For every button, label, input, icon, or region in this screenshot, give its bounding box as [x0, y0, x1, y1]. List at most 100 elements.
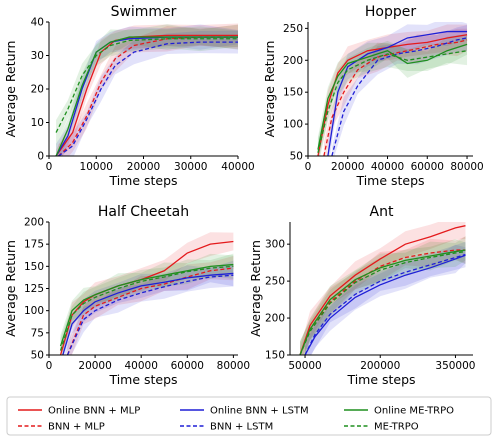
y-tick-label: 150	[283, 87, 303, 99]
band-1	[67, 256, 234, 355]
y-tick-label: 40	[31, 17, 44, 29]
panel-1: 0 20000 40000 60000 80000 50 100 150 200 250 Hoppe…	[262, 4, 484, 188]
bands	[300, 222, 466, 355]
lines	[299, 225, 466, 355]
legend-label: BNN + LSTM	[210, 422, 273, 433]
x-axis-label: Time steps	[108, 173, 177, 188]
y-tick-label: 150	[24, 261, 44, 273]
y-tick-label: 200	[24, 217, 44, 229]
x-tick-label: 200000	[360, 360, 400, 372]
band-4	[300, 236, 466, 355]
y-tick-label: 10	[31, 117, 44, 129]
x-tick-label: 10000	[80, 161, 113, 173]
band-3	[67, 263, 234, 355]
band-2	[56, 24, 238, 156]
x-tick-label: 40000	[124, 360, 157, 372]
x-tick-label: 60000	[171, 360, 204, 372]
y-tick-label: 200	[283, 55, 303, 67]
y-tick-label: 75	[31, 327, 44, 339]
y-tick-label: 100	[283, 119, 303, 131]
legend-label: BNN + MLP	[48, 422, 105, 433]
series-line-5	[317, 50, 468, 153]
series-line-5	[299, 250, 466, 355]
x-tick-label: 0	[46, 360, 53, 372]
x-tick-label: 0	[305, 161, 312, 173]
panel-title: Ant	[370, 204, 394, 220]
panel-title: Half Cheetah	[98, 204, 189, 220]
y-axis-label: Average Return	[3, 41, 18, 138]
x-tick-label: 50000	[288, 360, 321, 372]
band-1	[323, 28, 468, 156]
bands	[56, 23, 238, 156]
y-tick-label: 100	[24, 305, 44, 317]
y-tick-label: 0	[37, 151, 44, 163]
band-5	[56, 26, 238, 146]
y-tick-label: 50	[290, 151, 303, 163]
x-axis-label: Time steps	[346, 372, 415, 387]
y-tick-label: 50	[31, 350, 44, 362]
x-tick-label: 20000	[127, 161, 160, 173]
band-4	[56, 24, 238, 156]
legend-label: Online BNN + LSTM	[210, 406, 309, 417]
x-axis-label: Time steps	[108, 372, 177, 387]
band-0	[300, 222, 466, 355]
x-tick-label: 350000	[435, 360, 475, 372]
lines	[55, 34, 238, 156]
y-tick-label: 250	[283, 23, 303, 35]
y-tick-label: 150	[265, 350, 285, 362]
legend-label: Online BNN + MLP	[48, 406, 140, 417]
y-tick-label: 20	[31, 84, 44, 96]
x-tick-label: 20000	[331, 161, 364, 173]
band-4	[60, 253, 234, 355]
x-tick-label: 20000	[78, 360, 111, 372]
series-line-0	[299, 225, 466, 355]
x-tick-label: 80000	[450, 161, 483, 173]
bands	[317, 22, 468, 156]
x-axis-label: Time steps	[355, 173, 424, 188]
series-line-2	[327, 30, 468, 156]
band-1	[58, 24, 238, 156]
series-line-1	[66, 267, 234, 355]
series-line-4	[299, 249, 466, 355]
series-line-2	[304, 254, 466, 355]
band-1	[300, 236, 466, 355]
series-line-5	[55, 38, 238, 133]
lines	[59, 240, 234, 355]
y-axis-label: Average Return	[248, 240, 263, 337]
panel-2: 0 20000 40000 60000 80000 50 75 100 125 150 175 200…	[3, 204, 250, 387]
y-axis-label: Average Return	[262, 41, 277, 138]
series-line-3	[66, 274, 234, 355]
band-2	[327, 22, 468, 156]
y-tick-label: 200	[265, 313, 285, 325]
band-0	[60, 232, 234, 355]
panel-title: Hopper	[365, 4, 416, 20]
band-3	[305, 241, 466, 355]
legend: Online BNN + MLP Online BNN + LSTM Online …	[6, 396, 492, 436]
series-line-2	[62, 272, 234, 355]
x-tick-label: 30000	[174, 161, 207, 173]
lines	[317, 30, 468, 156]
band-3	[58, 30, 238, 156]
y-axis-label: Average Return	[3, 240, 18, 337]
panel-0: 0 10000 20000 30000 40000 0 10 20 30 40 Swimmer Tim…	[3, 4, 255, 188]
series-line-3	[331, 37, 468, 156]
series-line-4	[55, 36, 238, 156]
y-tick-label: 30	[31, 50, 44, 62]
series-line-3	[304, 253, 466, 355]
x-tick-label: 40000	[371, 161, 404, 173]
x-tick-label: 60000	[411, 161, 444, 173]
series-line-3	[58, 41, 238, 156]
legend-box	[6, 396, 492, 436]
bands	[60, 232, 234, 355]
panel-3: 50000 200000 350000 150 200 250 300 Ant Time ste…	[248, 204, 475, 387]
band-5	[60, 253, 234, 355]
legend-label: Online ME-TRPO	[374, 406, 454, 417]
x-tick-label: 40000	[221, 161, 254, 173]
y-tick-label: 300	[265, 239, 285, 251]
band-5	[300, 239, 466, 355]
series-line-4	[59, 263, 234, 347]
panel-title: Swimmer	[111, 4, 177, 20]
y-tick-label: 250	[265, 276, 285, 288]
band-4	[317, 33, 468, 156]
